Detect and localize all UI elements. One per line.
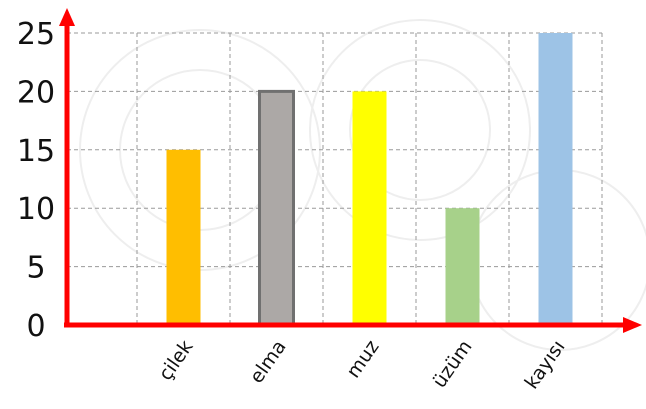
x-category-labels: çilek elma muz üzüm kayısı <box>155 336 570 393</box>
x-category-label: üzüm <box>428 336 476 392</box>
bar-4 <box>445 208 480 325</box>
y-tick-label: 25 <box>17 17 55 52</box>
bar-5 <box>538 33 573 325</box>
y-tick-label: 10 <box>17 192 55 227</box>
bar-2 <box>258 89 295 327</box>
x-category-label: çilek <box>155 336 198 384</box>
y-tick-labels: 0 5 10 15 20 25 <box>17 17 55 344</box>
x-category-label: muz <box>342 336 383 382</box>
grid-lines <box>67 32 603 325</box>
x-axis-arrow <box>623 317 642 333</box>
y-axis-arrow <box>59 8 75 26</box>
axes <box>59 8 642 333</box>
bar-3 <box>352 91 387 326</box>
y-tick-label: 15 <box>17 134 55 169</box>
x-category-label: elma <box>246 336 291 387</box>
y-tick-label: 5 <box>26 251 45 286</box>
y-tick-label: 0 <box>26 309 45 344</box>
bars-group <box>166 33 573 327</box>
bar-1 <box>166 149 201 325</box>
y-tick-label: 20 <box>17 75 55 110</box>
